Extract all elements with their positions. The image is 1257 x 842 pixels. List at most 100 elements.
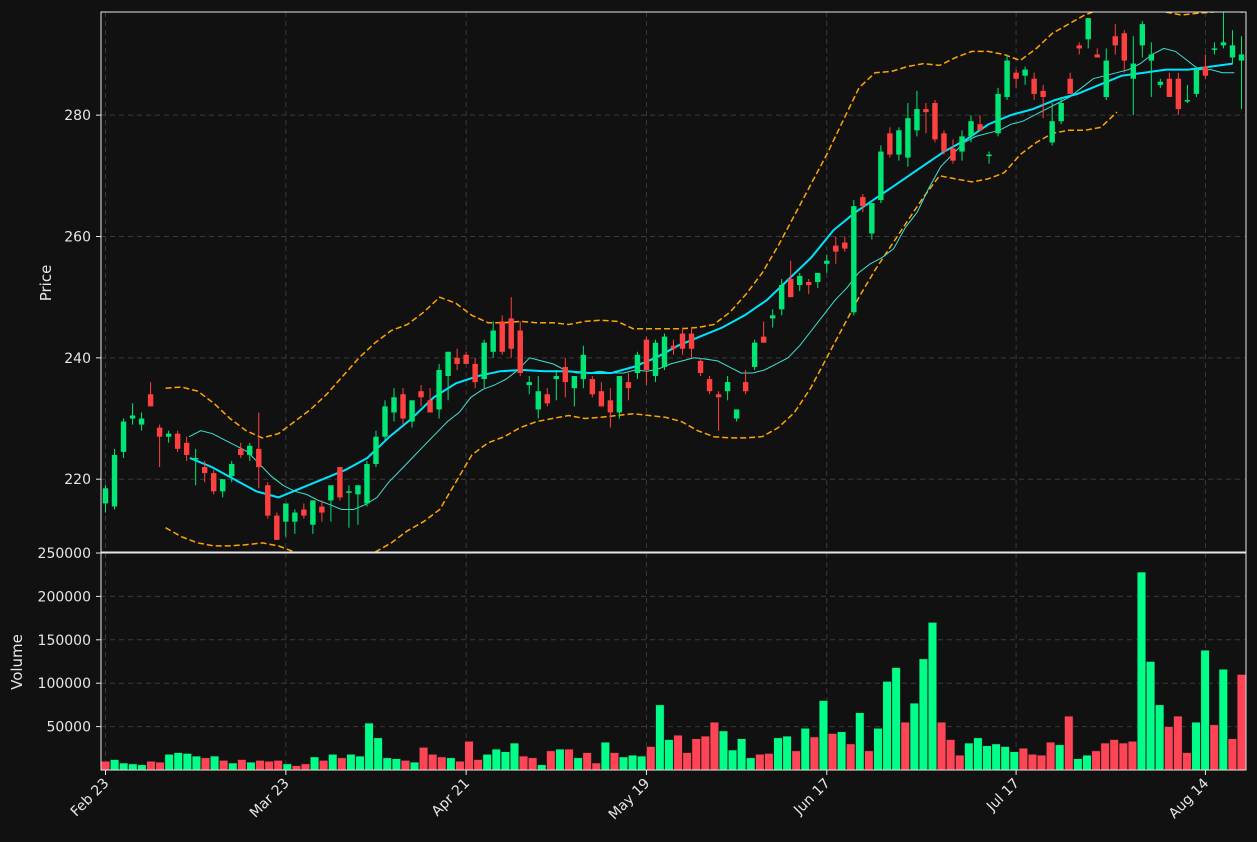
volume-bar	[828, 733, 838, 771]
candle-body	[1103, 60, 1109, 97]
volume-bar	[1137, 571, 1146, 771]
volume-bar	[182, 753, 192, 771]
price-tick-label: 280	[64, 108, 91, 124]
candle-body	[914, 109, 920, 131]
ma20-line	[189, 62, 1233, 499]
candle-body	[265, 485, 271, 516]
candle-body	[589, 379, 596, 395]
volume-tick-label: 50000	[46, 720, 91, 736]
candle-body	[247, 445, 253, 455]
candle-body	[1202, 66, 1209, 76]
volume-bar	[619, 756, 629, 771]
candle-body	[1058, 103, 1064, 122]
volume-bar	[246, 761, 256, 771]
candle-body	[256, 448, 262, 468]
candle-body	[1175, 78, 1182, 110]
candle-body	[544, 394, 550, 404]
candle-body	[328, 485, 334, 501]
candle-body	[896, 130, 902, 155]
volume-bar	[210, 755, 220, 771]
volume-bar	[364, 722, 374, 771]
volume-bar	[328, 754, 338, 771]
candle-body	[697, 360, 704, 374]
volume-bar	[146, 761, 156, 771]
volume-bar	[491, 748, 501, 771]
candle-body	[905, 118, 911, 158]
candle-body	[941, 133, 947, 152]
volume-axis-title: Volume	[8, 634, 26, 690]
volume-tick-label: 250000	[38, 546, 91, 562]
candle-body	[1130, 63, 1137, 79]
volume-bar	[1236, 674, 1246, 771]
volume-bar	[909, 702, 919, 771]
candle-body	[229, 464, 235, 477]
candle-body	[183, 442, 190, 455]
candle-body	[454, 357, 460, 364]
price-panel-background	[101, 12, 1246, 552]
volume-bar	[255, 760, 265, 771]
candle-body	[815, 272, 821, 282]
volume-bar	[855, 712, 865, 771]
volume-bar	[718, 730, 728, 771]
price-y-axis: 220 240 260 280	[64, 108, 101, 488]
price-panel-frame	[100, 11, 1247, 553]
candle-body	[878, 151, 884, 201]
candle-body	[1049, 121, 1055, 143]
volume-bar	[128, 763, 138, 771]
candle-body	[156, 427, 163, 437]
candle-body	[1139, 24, 1146, 46]
volume-bar	[1182, 752, 1192, 771]
candle-body	[138, 418, 145, 425]
candle-body	[409, 400, 415, 422]
candle-body	[652, 342, 659, 377]
price-tick-label: 220	[64, 472, 91, 488]
volume-bar	[482, 754, 492, 771]
volume-bar	[655, 704, 665, 771]
candle-body	[788, 278, 794, 298]
volume-bar	[1146, 661, 1156, 771]
volume-bar	[573, 757, 583, 771]
volume-bar	[1209, 724, 1219, 771]
volume-bar	[137, 764, 147, 771]
volume-bar	[628, 754, 638, 771]
volume-bar	[373, 737, 383, 771]
candle-body	[129, 415, 136, 419]
volume-bar	[782, 735, 792, 771]
candle-body	[1220, 42, 1227, 46]
volume-bar	[546, 750, 556, 771]
candle-body	[688, 333, 695, 349]
volume-panel-background	[101, 553, 1246, 770]
volume-bar	[1055, 744, 1065, 771]
candle-body	[111, 454, 118, 507]
candle-body	[1211, 48, 1218, 50]
candle-body	[833, 245, 839, 252]
volume-panel: 50000 100000 150000 200000 250000 Volume	[8, 546, 1247, 771]
volume-bar	[191, 755, 201, 771]
candle-body	[274, 515, 280, 540]
volume-bar	[1173, 715, 1183, 771]
candle-body	[706, 379, 713, 392]
candle-body	[418, 391, 424, 398]
volume-bar	[201, 757, 210, 771]
volume-bar	[927, 622, 937, 771]
volume-bar	[964, 742, 974, 771]
volume-bar	[918, 658, 928, 771]
candle-body	[102, 488, 109, 504]
volume-tick-label: 200000	[38, 589, 91, 605]
volume-bar	[873, 728, 883, 771]
candle-body	[220, 479, 226, 492]
candle-body	[427, 400, 433, 413]
candle-body	[337, 467, 343, 498]
volume-bar	[346, 754, 356, 771]
volume-bar	[264, 761, 274, 771]
candle-body	[364, 464, 370, 504]
volume-bar	[946, 739, 956, 771]
candle-body	[806, 282, 812, 286]
bollinger-lower-line	[165, 111, 1118, 552]
candle-body	[679, 333, 686, 349]
candle-body	[445, 351, 451, 377]
candle-body	[481, 342, 487, 380]
candle-body	[869, 203, 875, 234]
volume-bar	[400, 760, 410, 771]
volume-bar	[564, 748, 574, 771]
